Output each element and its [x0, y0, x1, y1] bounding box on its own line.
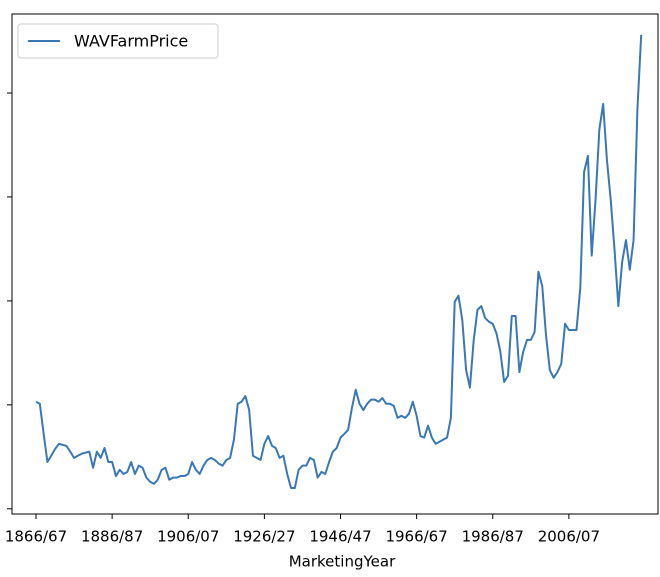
x-tick-label: 1946/47	[309, 528, 371, 546]
x-tick-label: 1986/87	[462, 528, 524, 546]
legend: WAVFarmPrice	[17, 23, 219, 59]
plot-frame	[11, 13, 659, 515]
x-tick-label: 1906/07	[157, 528, 219, 546]
x-tick-label: 1886/87	[81, 528, 143, 546]
x-axis-label: MarketingYear	[289, 553, 396, 571]
data-line	[35, 34, 643, 490]
x-tick-label: 1966/67	[385, 528, 447, 546]
x-tick-label: 2006/07	[538, 528, 600, 546]
legend-label: WAVFarmPrice	[74, 32, 188, 51]
legend-box	[17, 23, 219, 59]
x-tick-label: 1866/67	[5, 528, 67, 546]
x-tick-label: 1926/27	[233, 528, 295, 546]
